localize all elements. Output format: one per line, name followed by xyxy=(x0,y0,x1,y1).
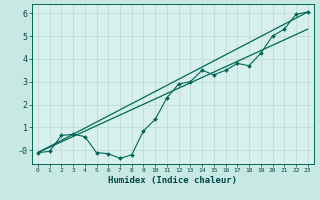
X-axis label: Humidex (Indice chaleur): Humidex (Indice chaleur) xyxy=(108,176,237,185)
